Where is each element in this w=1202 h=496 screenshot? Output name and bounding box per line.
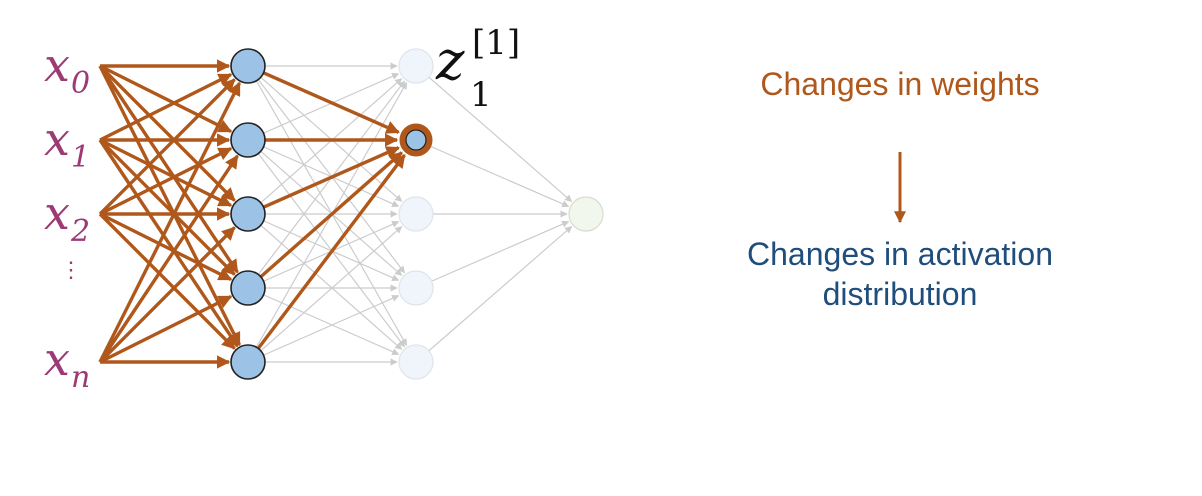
faded-edge bbox=[247, 139, 406, 348]
faded-edge bbox=[247, 213, 403, 350]
faded-neuron bbox=[398, 196, 434, 232]
faded-edge bbox=[415, 139, 570, 208]
weight-edge bbox=[98, 78, 236, 216]
faded-neuron bbox=[398, 344, 434, 380]
faded-edge bbox=[247, 81, 408, 363]
hidden-neuron bbox=[230, 196, 266, 232]
highlighted-connections bbox=[98, 59, 406, 369]
faded-connections bbox=[247, 62, 573, 366]
input-label-x2: x2 bbox=[44, 186, 91, 249]
weight-edge bbox=[98, 138, 236, 276]
highlighted-neuron bbox=[405, 129, 427, 151]
faded-edge bbox=[247, 139, 403, 276]
hidden-neuron bbox=[230, 122, 266, 158]
faded-edge bbox=[247, 287, 400, 356]
z-label: z [1] 1 bbox=[436, 23, 521, 115]
caption-changes-in-weights: Changes in weights bbox=[760, 66, 1040, 102]
faded-edge bbox=[247, 65, 408, 347]
weight-edge bbox=[98, 154, 239, 363]
weight-edge bbox=[99, 146, 233, 216]
weight-edge bbox=[246, 154, 406, 364]
faded-edge bbox=[247, 78, 403, 215]
weight-edge bbox=[98, 226, 236, 364]
faded-edge bbox=[247, 65, 403, 202]
hidden-neuron bbox=[230, 48, 266, 84]
weight-edge bbox=[98, 212, 236, 350]
weight-edge bbox=[99, 294, 233, 364]
weight-edge bbox=[98, 65, 239, 274]
weight-edge bbox=[99, 212, 233, 282]
weight-edge bbox=[99, 72, 233, 142]
faded-edge bbox=[247, 65, 406, 274]
faded-edge bbox=[247, 80, 406, 289]
weight-edge bbox=[98, 81, 242, 363]
weight-edge bbox=[98, 64, 236, 202]
neurons bbox=[230, 48, 604, 380]
weight-edge bbox=[99, 138, 233, 208]
faded-edge bbox=[415, 65, 573, 202]
faded-edge bbox=[415, 226, 573, 363]
faded-edge bbox=[247, 72, 400, 141]
weight-edge bbox=[98, 65, 242, 347]
faded-edge bbox=[247, 220, 400, 289]
weight-edge bbox=[247, 64, 400, 134]
faded-neuron bbox=[398, 270, 434, 306]
ellipsis: ⋮ bbox=[60, 258, 82, 283]
weight-edge bbox=[98, 139, 239, 348]
input-label-x0: x0 bbox=[44, 38, 91, 101]
faded-edge bbox=[247, 213, 400, 282]
faded-edge bbox=[247, 294, 400, 363]
weight-edge bbox=[246, 151, 403, 290]
faded-neuron bbox=[398, 48, 434, 84]
caption-changes-in-activation: Changes in activation distribution bbox=[747, 236, 1053, 312]
weight-edge bbox=[247, 146, 400, 216]
input-label-xn: xn bbox=[44, 332, 91, 395]
weight-edge bbox=[99, 64, 233, 134]
hidden-neuron bbox=[230, 344, 266, 380]
faded-edge bbox=[415, 220, 570, 289]
faded-edge bbox=[247, 226, 403, 363]
input-label-x1: x1 bbox=[44, 112, 91, 175]
output-neuron bbox=[568, 196, 604, 232]
hidden-neuron bbox=[230, 270, 266, 306]
